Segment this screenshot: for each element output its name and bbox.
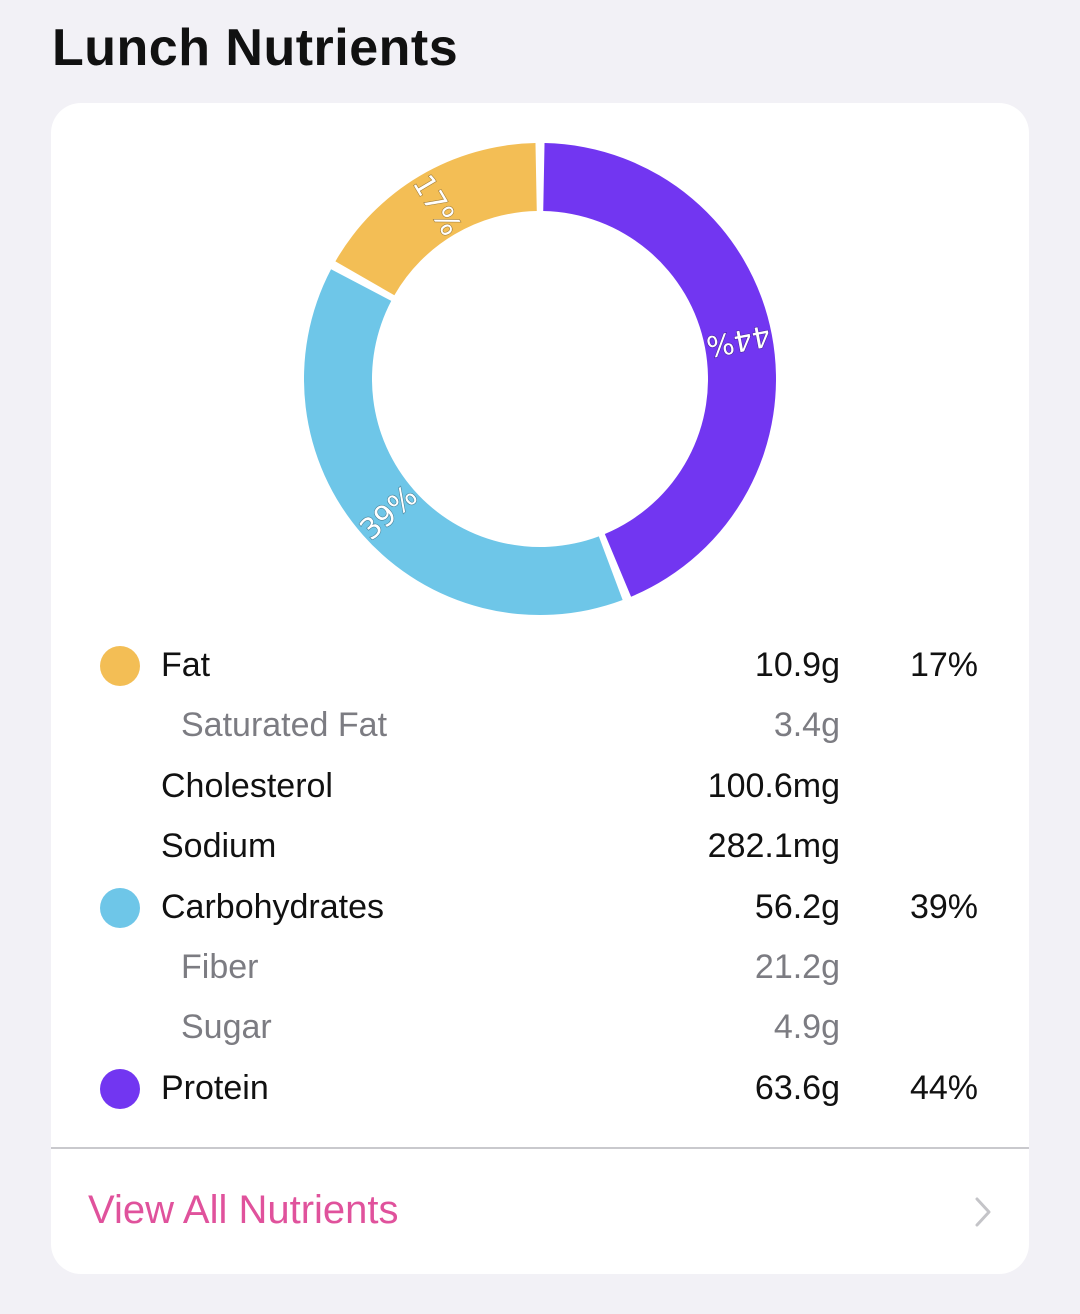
nutrient-amount: 282.1mg	[707, 827, 840, 865]
chevron-right-icon	[975, 1197, 991, 1227]
nutrient-row: Fiber 21.2g	[51, 938, 1029, 998]
nutrient-amount: 63.6g	[754, 1069, 840, 1107]
nutrient-name: Sodium	[161, 827, 277, 865]
nutrient-row: Fat 10.9g 17%	[51, 636, 1029, 696]
divider	[51, 1147, 1029, 1149]
nutrient-amount: 21.2g	[754, 948, 840, 986]
nutrient-amount: 4.9g	[773, 1008, 840, 1046]
nutrient-name: Cholesterol	[161, 767, 333, 805]
nutrient-amount: 56.2g	[754, 888, 840, 926]
nutrient-row: Sodium 282.1mg	[51, 817, 1029, 877]
page-title: Lunch Nutrients	[52, 19, 459, 77]
nutrient-row: Saturated Fat 3.4g	[51, 696, 1029, 756]
nutrient-name: Fiber	[181, 948, 259, 986]
legend-dot	[100, 888, 140, 928]
nutrient-amount: 10.9g	[754, 646, 840, 684]
donut-slice-protein	[543, 143, 776, 597]
nutrient-row: Carbohydrates 56.2g 39%	[51, 878, 1029, 938]
macros-donut-chart: 44%39%17%	[304, 143, 776, 615]
view-all-nutrients-label: View All Nutrients	[88, 1188, 399, 1232]
nutrient-name: Saturated Fat	[181, 706, 388, 744]
nutrient-name: Protein	[161, 1069, 269, 1107]
view-all-nutrients-link[interactable]: View All Nutrients	[51, 1150, 1029, 1274]
nutrient-row: Cholesterol 100.6mg	[51, 757, 1029, 817]
legend-dot	[100, 1069, 140, 1109]
donut-slice-carbohydrates	[304, 269, 623, 615]
nutrient-percent: 39%	[909, 888, 978, 926]
nutrient-row: Protein 63.6g 44%	[51, 1059, 1029, 1119]
nutrient-percent: 44%	[909, 1069, 978, 1107]
nutrient-percent: 17%	[909, 646, 978, 684]
nutrient-row: Sugar 4.9g	[51, 998, 1029, 1058]
nutrient-name: Sugar	[181, 1008, 272, 1046]
nutrient-name: Fat	[161, 646, 211, 684]
nutrients-card: 44% 39% 17% Fat 10.9g 17% Saturated Fat 3.4g Ch…	[51, 103, 1029, 1274]
nutrient-amount: 100.6mg	[707, 767, 840, 805]
nutrient-name: Carbohydrates	[161, 888, 385, 926]
donut-slice-fat	[335, 143, 537, 296]
nutrient-amount: 3.4g	[773, 706, 840, 744]
legend-dot	[100, 646, 140, 686]
